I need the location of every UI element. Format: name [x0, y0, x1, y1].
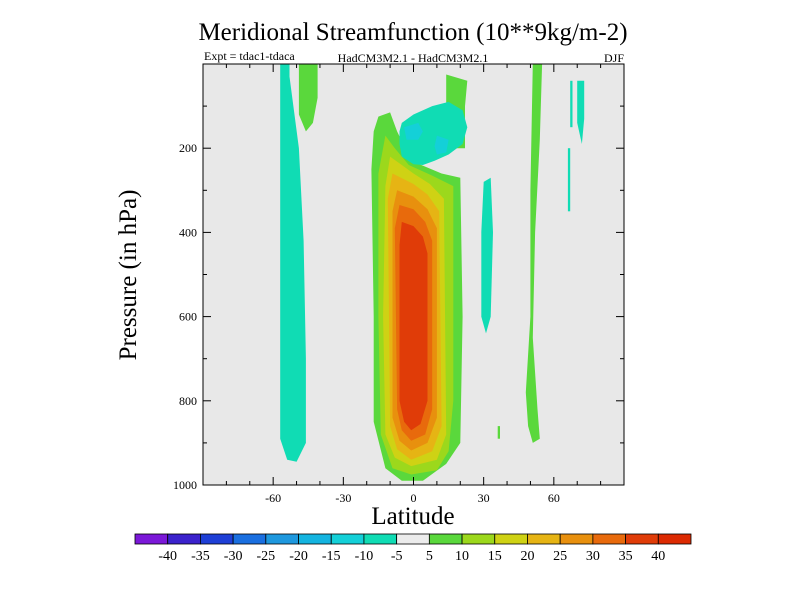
colorbar-swatch: [200, 533, 234, 545]
chart-title: Meridional Streamfunction (10**9kg/m-2): [198, 19, 627, 46]
colorbar-label: -10: [355, 549, 374, 564]
colorbar-label: -5: [391, 549, 403, 564]
colorbar-label: -25: [256, 549, 275, 564]
colorbar-label: 40: [651, 549, 665, 564]
colorbar-swatch: [134, 533, 169, 545]
y-axis-label: Pressure (in hPa): [115, 190, 142, 361]
colorbar-label: 5: [426, 549, 433, 564]
colorbar-swatch: [494, 533, 528, 545]
colorbar-swatch: [657, 533, 692, 545]
contour-region-9: [399, 221, 428, 431]
contour-region-17: [570, 80, 573, 128]
colorbar-label: -15: [322, 549, 341, 564]
y-tick-label: 800: [179, 394, 197, 408]
colorbar-swatch: [625, 533, 659, 545]
x-tick-label: -30: [335, 491, 351, 505]
colorbar-swatch: [428, 533, 463, 545]
colorbar-swatch: [298, 533, 332, 545]
contour-region-16: [497, 426, 500, 439]
x-tick-label: 0: [411, 491, 417, 505]
colorbar-swatch: [232, 533, 267, 545]
x-axis-label: Latitude: [371, 503, 454, 530]
colorbar-swatch: [167, 533, 201, 545]
season-label: DJF: [604, 51, 624, 65]
colorbar-label: 10: [455, 549, 469, 564]
colorbar-label: -30: [224, 549, 243, 564]
y-tick-label: 600: [179, 310, 197, 324]
contour-region-15: [525, 64, 543, 443]
x-tick-label: -60: [265, 491, 281, 505]
contour-region-18: [577, 80, 585, 144]
colorbar-swatch: [527, 533, 561, 545]
colorbar-label: 35: [619, 549, 633, 564]
contour-region-2: [298, 64, 318, 132]
colorbar-swatch: [363, 533, 398, 545]
colorbar-swatch: [330, 533, 365, 545]
contour-region-19: [567, 148, 571, 212]
colorbar-swatch: [559, 533, 594, 545]
x-tick-label: 30: [478, 491, 490, 505]
colorbar-label: 15: [488, 549, 502, 564]
colorbar-label: -40: [158, 549, 177, 564]
contour-region-12: [404, 122, 423, 140]
x-tick-label: 60: [548, 491, 560, 505]
colorbar-label: 25: [553, 549, 567, 564]
contour-region-13: [434, 135, 449, 155]
colorbar-swatch: [265, 533, 299, 545]
colorbar-label: 20: [520, 549, 534, 564]
colorbar-swatch: [461, 533, 496, 545]
colorbar-swatch: [396, 533, 430, 545]
y-tick-label: 1000: [173, 478, 197, 492]
contour-region-11: [399, 101, 468, 165]
contour-region-1: [280, 64, 306, 462]
colorbar-label: -35: [191, 549, 210, 564]
colorbar-label: -20: [289, 549, 308, 564]
contour-regions: [280, 64, 585, 481]
colorbar: -40 -35 -30 -25 -20 -15 -10 -5 5 10 15 20 25 30 35 40: [134, 533, 692, 564]
colorbar-label: 30: [586, 549, 600, 564]
colorbar-swatch: [592, 533, 626, 545]
axis-ticks: -60 -30 0 30 60 200 400 600 800 1000: [173, 64, 624, 505]
y-tick-label: 400: [179, 225, 197, 239]
contour-region-14: [481, 177, 493, 334]
y-tick-label: 200: [179, 141, 197, 155]
experiment-label: Expt = tdac1-tdaca: [204, 49, 295, 63]
model-label: HadCM3M2.1 - HadCM3M2.1: [338, 51, 489, 65]
